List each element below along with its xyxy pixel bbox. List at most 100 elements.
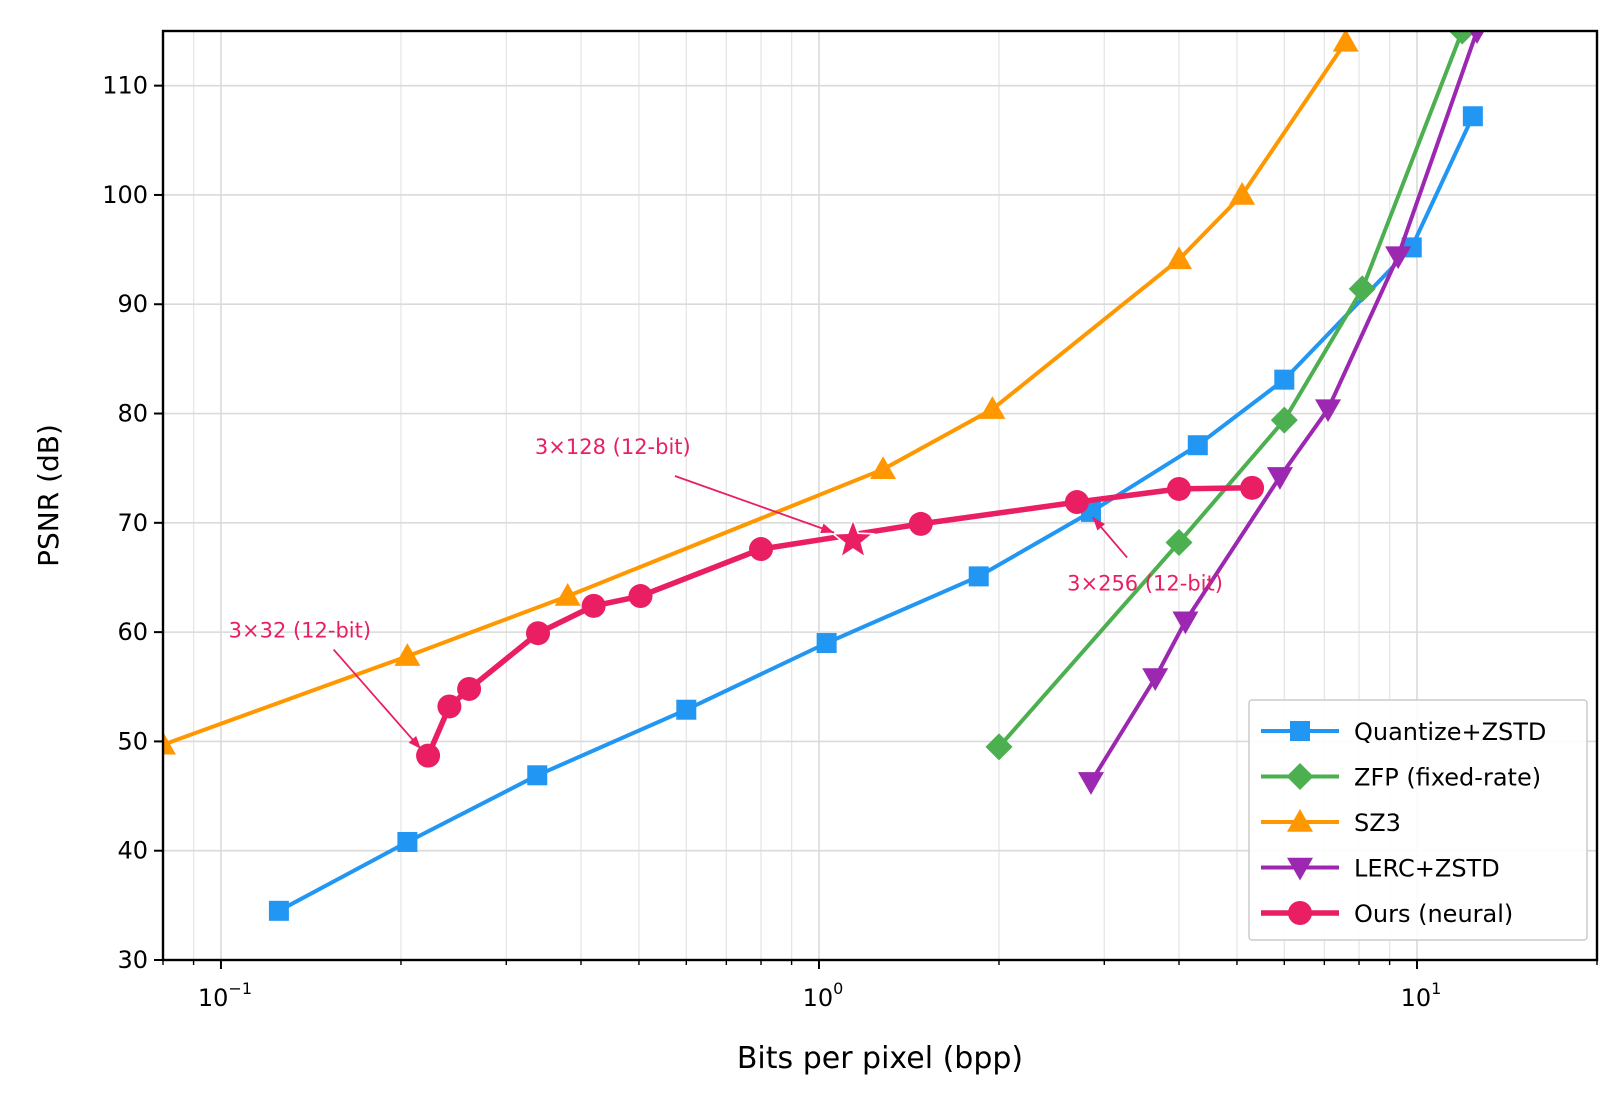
data-point: [749, 537, 774, 562]
data-point: [554, 583, 581, 606]
data-point: [1469, 31, 1485, 44]
x-tick-label: 100: [803, 979, 844, 1012]
data-point: [1240, 475, 1265, 500]
legend-entry: Ours (neural): [1261, 900, 1513, 928]
data-point: [163, 731, 176, 755]
data-point: [1270, 406, 1298, 434]
annotation-arrow-line: [332, 648, 422, 750]
data-point: [1064, 490, 1089, 515]
x-tick-label-exponent: −1: [228, 979, 252, 998]
data-point: [908, 511, 933, 536]
data-point: [1348, 275, 1376, 303]
data-point: [397, 831, 418, 852]
legend-entry: LERC+ZSTD: [1261, 855, 1500, 883]
y-tick-label: 80: [117, 400, 148, 428]
data-point: [1077, 772, 1104, 795]
series-zfp-fixed-rate: [985, 31, 1476, 761]
data-point: [1266, 467, 1293, 490]
data-point: [581, 593, 606, 618]
legend-marker: [1288, 901, 1312, 925]
plot-frame: [161, 29, 1599, 962]
x-tick-label: 101: [1401, 979, 1442, 1012]
y-tick-label: 40: [117, 837, 148, 865]
y-tick-label: 60: [117, 618, 148, 646]
legend-entry: ZFP (fixed-rate): [1261, 763, 1541, 792]
x-tick-label-exponent: 1: [1431, 979, 1441, 998]
data-point: [628, 584, 653, 609]
annotation-text: 3×256 (12-bit): [1067, 572, 1223, 596]
legend-box: [1248, 699, 1588, 941]
data-point: [1448, 31, 1476, 45]
annotation-arrow-line: [674, 475, 835, 534]
legend: Quantize+ZSTD ZFP (fixed-rate) SZ3 LERC+ZST…: [1248, 699, 1588, 941]
data-point: [1274, 369, 1295, 390]
y-tick-label: 70: [117, 509, 148, 537]
series-layer: [163, 31, 1485, 921]
data-point: [1385, 246, 1412, 270]
x-tick-label-base: 10: [1401, 984, 1432, 1012]
legend-label: Ours (neural): [1354, 900, 1513, 928]
data-point: [437, 694, 462, 719]
annotation-arrow-head: [408, 735, 421, 750]
annotation: 3×256 (12-bit): [1067, 516, 1223, 596]
data-point: [526, 621, 551, 646]
legend-marker: [1287, 809, 1313, 832]
series-ours-neural: [416, 475, 1265, 768]
highlight-star-point: [830, 517, 876, 560]
data-point: [457, 676, 482, 701]
x-tick-label-base: 10: [198, 984, 229, 1012]
x-tick-label: 10−1: [198, 979, 252, 1012]
data-point: [870, 456, 897, 480]
legend-entry: Quantize+ZSTD: [1261, 718, 1546, 746]
y-tick-label: 90: [117, 290, 148, 318]
x-tick-label-exponent: 0: [833, 979, 843, 998]
annotation: 3×32 (12-bit): [229, 619, 422, 750]
data-point: [1187, 435, 1208, 456]
y-tick-label: 110: [102, 72, 148, 100]
legend-entry: SZ3: [1261, 809, 1401, 837]
annotation-text: 3×32 (12-bit): [229, 619, 371, 643]
data-point: [1315, 399, 1342, 423]
series-lerc-zstd: [1077, 31, 1485, 795]
data-point: [985, 733, 1013, 761]
legend-label: Quantize+ZSTD: [1354, 718, 1546, 746]
data-point: [968, 566, 989, 587]
x-tick-label-base: 10: [803, 984, 834, 1012]
data-point: [1462, 106, 1483, 127]
data-point: [1167, 476, 1192, 501]
data-point: [676, 699, 697, 720]
data-point: [816, 633, 837, 654]
legend-label: SZ3: [1354, 809, 1401, 837]
series-quantize-zstd: [268, 106, 1483, 921]
data-point: [1172, 611, 1199, 635]
legend-marker: [1286, 763, 1314, 790]
data-point: [979, 396, 1006, 419]
annotation: 3×128 (12-bit): [535, 435, 835, 534]
series-line: [425, 485, 1253, 757]
data-point: [416, 743, 441, 768]
annotation-text: 3×128 (12-bit): [535, 435, 691, 459]
data-point: [1229, 181, 1256, 205]
data-point: [1165, 528, 1193, 556]
y-tick-label: 50: [117, 727, 148, 755]
series-sz3: [163, 31, 1359, 755]
annotation-arrow-head: [820, 523, 835, 534]
y-tick-label: 30: [117, 946, 148, 974]
series-line: [163, 40, 1348, 747]
legend-marker: [1287, 857, 1313, 881]
data-point: [1332, 31, 1359, 52]
series-line: [997, 31, 1465, 749]
data-point: [1142, 668, 1169, 692]
data-point: [1166, 246, 1193, 270]
data-point: [394, 643, 421, 666]
data-point: [527, 765, 548, 786]
annotation-arrow-head: [1092, 517, 1106, 531]
y-axis-label: PSNR (dB): [32, 424, 65, 567]
x-axis-label: Bits per pixel (bpp): [737, 1041, 1023, 1076]
data-point: [268, 900, 289, 921]
legend-label: LERC+ZSTD: [1354, 855, 1500, 883]
y-tick-label: 100: [102, 181, 148, 209]
